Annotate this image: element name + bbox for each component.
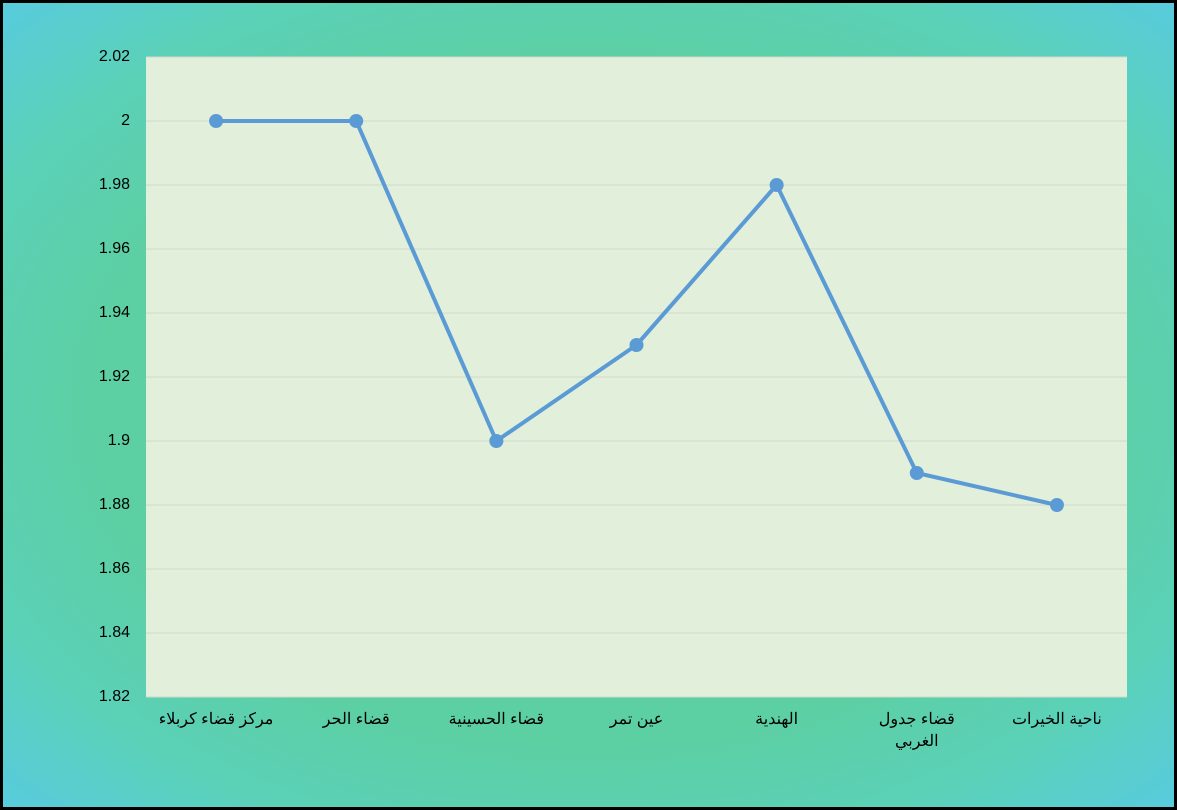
y-tick-label: 1.88: [99, 496, 130, 513]
marker: [489, 434, 504, 448]
y-tick-label: 1.84: [99, 624, 130, 641]
marker: [629, 338, 644, 352]
y-tick-label: 1.9: [108, 432, 130, 449]
marker: [769, 178, 784, 192]
x-tick-label: قضاء الحر: [322, 711, 390, 728]
x-tick-label: عين تمر: [609, 711, 664, 728]
x-tick-label: الهندية: [755, 711, 799, 728]
y-tick-label: 1.82: [99, 688, 130, 705]
y-tick-label: 1.92: [99, 368, 130, 385]
marker: [209, 114, 224, 128]
y-tick-label: 1.86: [99, 560, 130, 577]
y-tick-label: 2: [121, 112, 130, 129]
chart: 1.82 1.84 1.86 1.88 1.9 1.92 1.94 1.96 1.98 2 2.02: [99, 48, 1127, 705]
marker: [349, 114, 364, 128]
x-tick-label: ناحية الخيرات: [1011, 711, 1102, 728]
x-tick-label: قضاء جدول الغربي: [878, 711, 955, 750]
marker: [909, 466, 924, 480]
x-tick-label: مركز قضاء كربلاء: [158, 711, 274, 728]
y-tick-label: 1.96: [99, 240, 130, 257]
y-tick-label: 1.94: [99, 304, 130, 321]
y-tick-label: 2.02: [99, 48, 130, 65]
y-tick-label: 1.98: [99, 176, 130, 193]
x-tick-label: قضاء الحسينية: [448, 711, 545, 728]
marker: [1049, 498, 1064, 512]
